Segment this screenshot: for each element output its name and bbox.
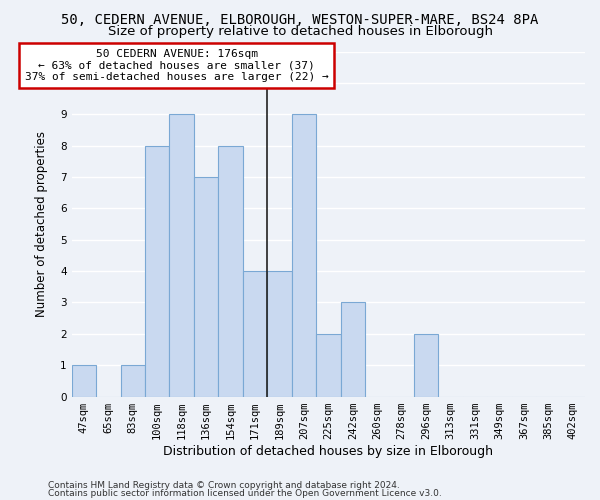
Bar: [341, 302, 365, 396]
Bar: [267, 271, 292, 396]
Text: Contains HM Land Registry data © Crown copyright and database right 2024.: Contains HM Land Registry data © Crown c…: [48, 481, 400, 490]
Text: 50 CEDERN AVENUE: 176sqm
← 63% of detached houses are smaller (37)
37% of semi-d: 50 CEDERN AVENUE: 176sqm ← 63% of detach…: [25, 49, 329, 82]
X-axis label: Distribution of detached houses by size in Elborough: Distribution of detached houses by size …: [163, 444, 493, 458]
Bar: [316, 334, 341, 396]
Bar: [414, 334, 439, 396]
Bar: [169, 114, 194, 397]
Bar: [218, 146, 243, 396]
Y-axis label: Number of detached properties: Number of detached properties: [35, 131, 48, 317]
Bar: [243, 271, 267, 396]
Text: Size of property relative to detached houses in Elborough: Size of property relative to detached ho…: [107, 25, 493, 38]
Text: Contains public sector information licensed under the Open Government Licence v3: Contains public sector information licen…: [48, 490, 442, 498]
Bar: [145, 146, 169, 396]
Bar: [292, 114, 316, 397]
Text: 50, CEDERN AVENUE, ELBOROUGH, WESTON-SUPER-MARE, BS24 8PA: 50, CEDERN AVENUE, ELBOROUGH, WESTON-SUP…: [61, 12, 539, 26]
Bar: [121, 365, 145, 396]
Bar: [71, 365, 96, 396]
Bar: [194, 177, 218, 396]
